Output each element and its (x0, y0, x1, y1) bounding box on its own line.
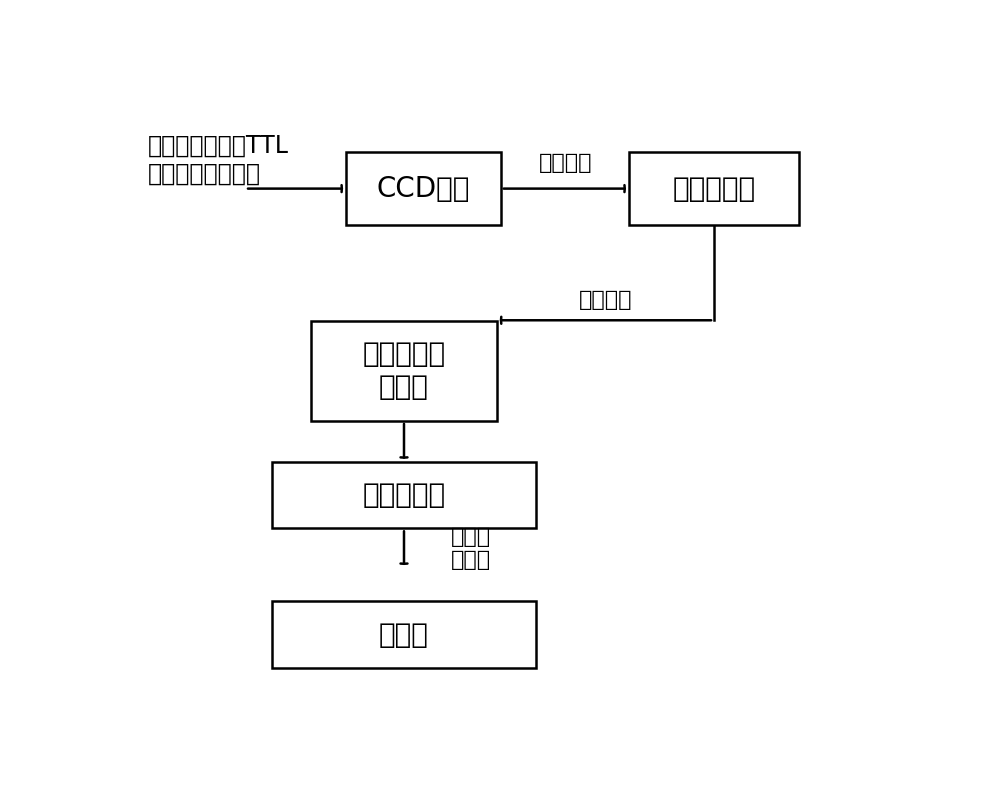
Text: CCD相机: CCD相机 (377, 175, 470, 203)
Text: 图像输出卡: 图像输出卡 (362, 481, 446, 509)
FancyBboxPatch shape (272, 601, 536, 668)
FancyBboxPatch shape (629, 152, 799, 225)
Text: 计算机内部产生TTL
外部触发时序信号: 计算机内部产生TTL 外部触发时序信号 (148, 134, 289, 186)
FancyBboxPatch shape (346, 152, 501, 225)
Text: 图像采集卡: 图像采集卡 (672, 175, 756, 203)
Text: 采集图像: 采集图像 (579, 290, 632, 310)
Text: 显示器: 显示器 (379, 621, 429, 649)
Text: 接线端子: 接线端子 (538, 154, 592, 173)
FancyBboxPatch shape (272, 462, 536, 529)
Text: 分配释
放图像: 分配释 放图像 (450, 527, 491, 570)
FancyBboxPatch shape (311, 321, 497, 421)
Text: 计算机内部
处理器: 计算机内部 处理器 (362, 340, 446, 401)
